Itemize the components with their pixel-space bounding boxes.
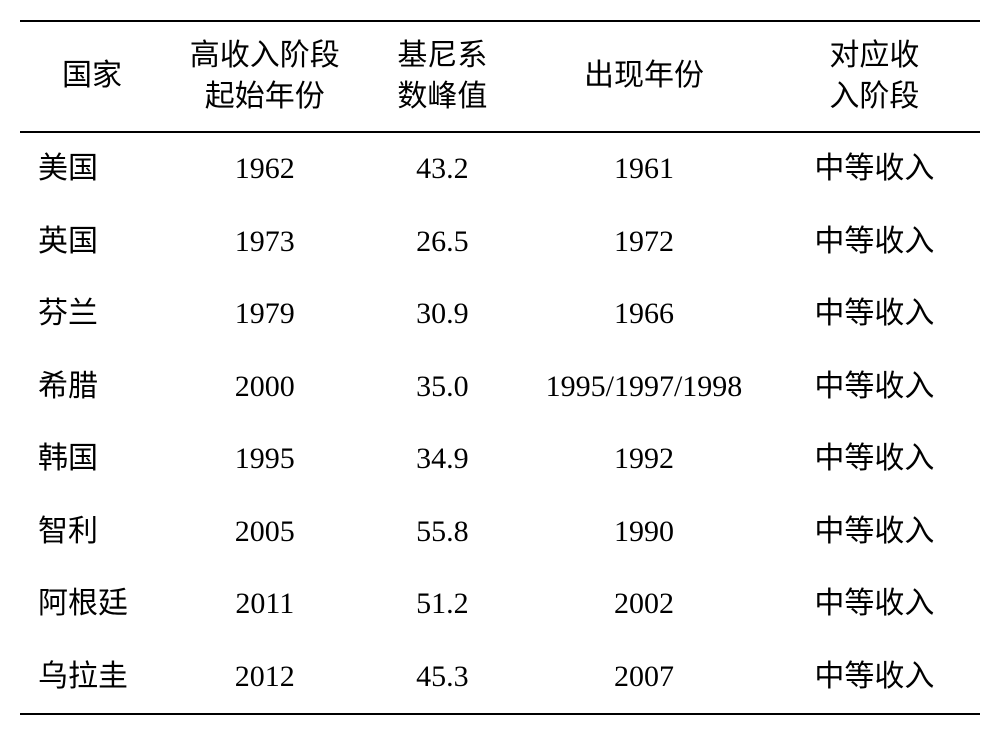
- cell-gini-peak: 51.2: [366, 568, 520, 641]
- cell-start-year: 1995: [164, 423, 366, 496]
- cell-gini-peak: 55.8: [366, 496, 520, 569]
- cell-appear-year: 1992: [519, 423, 769, 496]
- cell-appear-year: 1995/1997/1998: [519, 351, 769, 424]
- cell-gini-peak: 43.2: [366, 132, 520, 206]
- header-gini-line1: 基尼系: [397, 39, 487, 72]
- header-country-line1: 国家: [62, 59, 122, 92]
- cell-appear-year: 2007: [519, 641, 769, 715]
- header-gini-line2: 数峰值: [397, 80, 487, 113]
- cell-income-stage: 中等收入: [769, 351, 980, 424]
- table-body: 美国 1962 43.2 1961 中等收入 英国 1973 26.5 1972…: [20, 132, 980, 714]
- table-row: 智利 2005 55.8 1990 中等收入: [20, 496, 980, 569]
- table-row: 英国 1973 26.5 1972 中等收入: [20, 206, 980, 279]
- cell-gini-peak: 45.3: [366, 641, 520, 715]
- header-appear-year: 出现年份: [519, 21, 769, 132]
- cell-country: 阿根廷: [20, 568, 164, 641]
- cell-income-stage: 中等收入: [769, 496, 980, 569]
- header-country: 国家: [20, 21, 164, 132]
- header-income-stage: 对应收 入阶段: [769, 21, 980, 132]
- cell-start-year: 1973: [164, 206, 366, 279]
- cell-gini-peak: 26.5: [366, 206, 520, 279]
- header-gini-peak: 基尼系 数峰值: [366, 21, 520, 132]
- cell-income-stage: 中等收入: [769, 423, 980, 496]
- cell-start-year: 1962: [164, 132, 366, 206]
- table-row: 韩国 1995 34.9 1992 中等收入: [20, 423, 980, 496]
- cell-appear-year: 1990: [519, 496, 769, 569]
- gini-table-container: 国家 高收入阶段 起始年份 基尼系 数峰值: [20, 20, 980, 715]
- cell-appear-year: 1966: [519, 278, 769, 351]
- table-row: 芬兰 1979 30.9 1966 中等收入: [20, 278, 980, 351]
- cell-income-stage: 中等收入: [769, 278, 980, 351]
- header-start-year-line1: 高收入阶段: [190, 39, 340, 72]
- cell-start-year: 2012: [164, 641, 366, 715]
- cell-start-year: 1979: [164, 278, 366, 351]
- header-appear-year-line1: 出现年份: [584, 59, 704, 92]
- cell-appear-year: 1961: [519, 132, 769, 206]
- header-stage-line1: 对应收: [829, 39, 919, 72]
- header-start-year-line2: 起始年份: [205, 80, 325, 113]
- table-row: 乌拉圭 2012 45.3 2007 中等收入: [20, 641, 980, 715]
- table-row: 阿根廷 2011 51.2 2002 中等收入: [20, 568, 980, 641]
- cell-gini-peak: 35.0: [366, 351, 520, 424]
- header-start-year: 高收入阶段 起始年份: [164, 21, 366, 132]
- cell-income-stage: 中等收入: [769, 132, 980, 206]
- cell-start-year: 2011: [164, 568, 366, 641]
- cell-country: 智利: [20, 496, 164, 569]
- table-row: 希腊 2000 35.0 1995/1997/1998 中等收入: [20, 351, 980, 424]
- cell-gini-peak: 34.9: [366, 423, 520, 496]
- cell-appear-year: 1972: [519, 206, 769, 279]
- cell-start-year: 2005: [164, 496, 366, 569]
- cell-income-stage: 中等收入: [769, 206, 980, 279]
- cell-income-stage: 中等收入: [769, 568, 980, 641]
- cell-country: 乌拉圭: [20, 641, 164, 715]
- header-stage-line2: 入阶段: [829, 80, 919, 113]
- cell-start-year: 2000: [164, 351, 366, 424]
- table-header-row: 国家 高收入阶段 起始年份 基尼系 数峰值: [20, 21, 980, 132]
- cell-income-stage: 中等收入: [769, 641, 980, 715]
- table-row: 美国 1962 43.2 1961 中等收入: [20, 132, 980, 206]
- gini-table: 国家 高收入阶段 起始年份 基尼系 数峰值: [20, 20, 980, 715]
- cell-country: 韩国: [20, 423, 164, 496]
- cell-country: 美国: [20, 132, 164, 206]
- cell-country: 希腊: [20, 351, 164, 424]
- cell-country: 英国: [20, 206, 164, 279]
- cell-gini-peak: 30.9: [366, 278, 520, 351]
- cell-appear-year: 2002: [519, 568, 769, 641]
- cell-country: 芬兰: [20, 278, 164, 351]
